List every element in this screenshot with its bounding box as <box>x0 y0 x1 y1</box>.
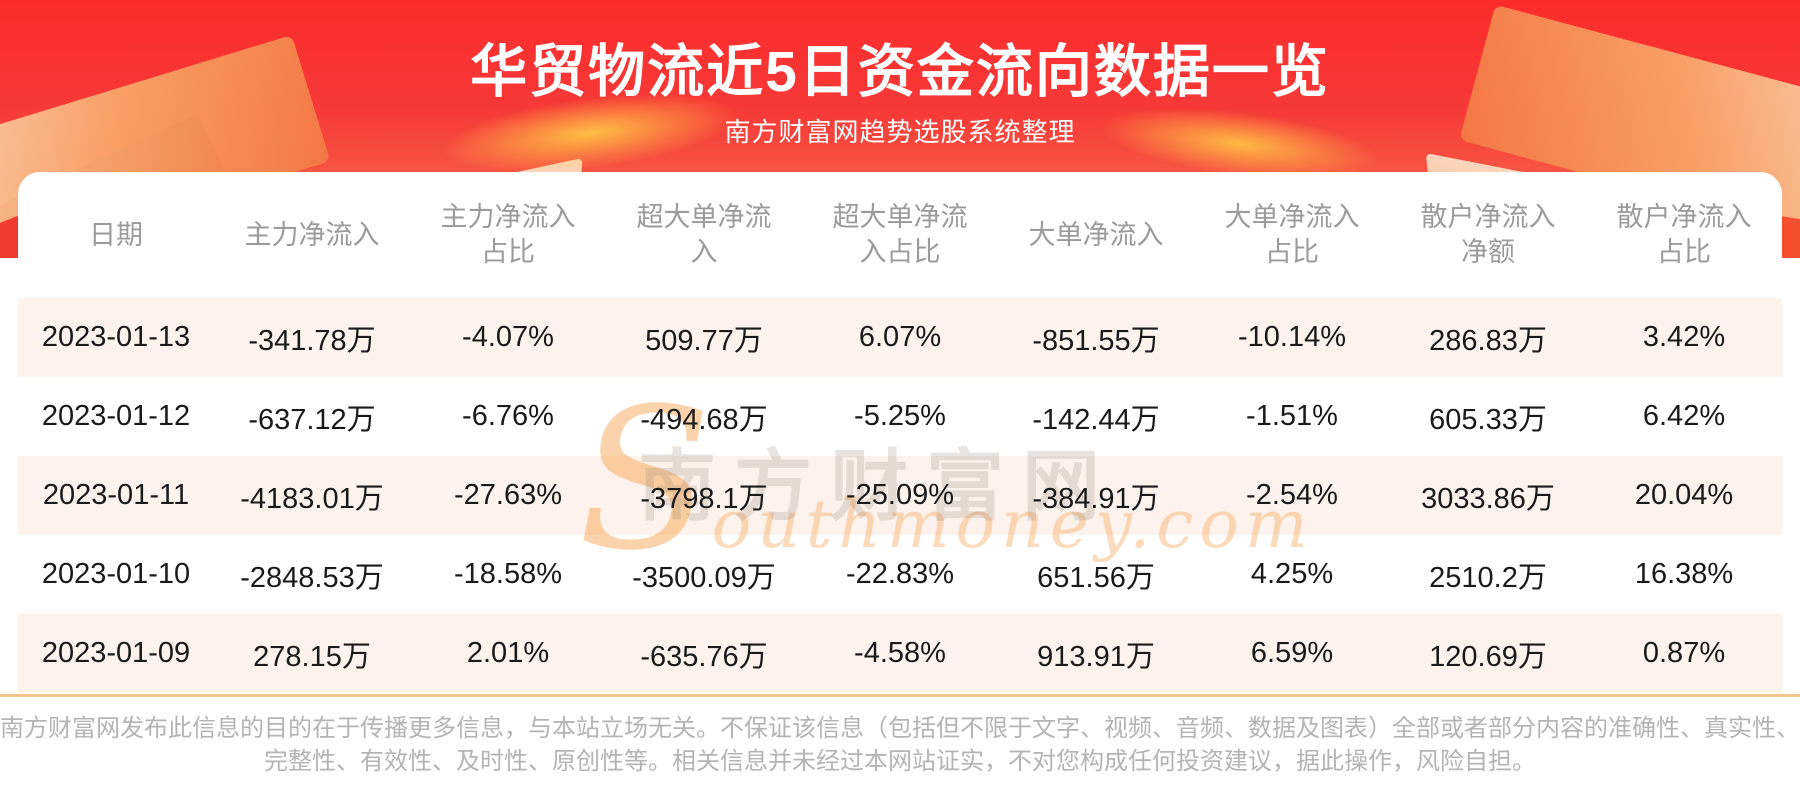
column-header-xl-order-net-inflow-pct: 超大单净流 入占比 <box>832 202 968 267</box>
column-header-large-order-net-inflow-pct: 大单净流入 占比 <box>1224 202 1360 267</box>
table-cell: -27.63% <box>453 479 562 511</box>
table-cell: 2023-01-11 <box>42 479 190 511</box>
table-cell: -6.76% <box>462 400 554 432</box>
table-cell: 6.59% <box>1250 637 1334 669</box>
table-cell: -851.55万 <box>1032 324 1160 357</box>
table-cell: 20.04% <box>1634 479 1734 511</box>
column-header-date: 日期 <box>89 219 143 250</box>
table-cell: 2.01% <box>466 637 550 669</box>
table-cell: 2510.2万 <box>1429 561 1547 594</box>
table-cell: 3.42% <box>1642 321 1726 353</box>
table-cell: -4.58% <box>854 637 946 669</box>
disclaimer-line-2: 完整性、有效性、及时性、原创性等。相关信息并未经过本网站证实，不对您构成任何投资… <box>264 748 1536 775</box>
table-cell: -635.76万 <box>640 640 768 673</box>
table-cell: -142.44万 <box>1032 403 1160 436</box>
footer-divider <box>0 694 1800 697</box>
table-cell: -3798.1万 <box>640 482 768 515</box>
column-header-large-order-net-inflow: 大单净流入 <box>1028 219 1164 250</box>
table-cell: -2.54% <box>1246 479 1338 511</box>
table-cell: 2023-01-12 <box>41 400 191 432</box>
table-cell: -384.91万 <box>1032 482 1160 515</box>
table-cell: -1.51% <box>1246 400 1338 432</box>
table-cell: -637.12万 <box>248 403 376 436</box>
table-row: 2023-01-10 -2848.53万 -18.58% -3500.09万 -… <box>18 535 1782 614</box>
disclaimer-line-1: 南方财富网发布此信息的目的在于传播更多信息，与本站立场无关。不保证该信息（包括但… <box>0 715 1800 742</box>
page-title: 华贸物流近5日资金流向数据一览 <box>470 40 1330 104</box>
table-cell: 651.56万 <box>1037 561 1155 594</box>
column-header-main-net-inflow: 主力净流入 <box>244 219 380 250</box>
table-cell: 120.69万 <box>1429 640 1547 673</box>
table-cell: 605.33万 <box>1429 403 1547 436</box>
column-header-main-net-inflow-pct: 主力净流入 占比 <box>440 202 576 267</box>
table-cell: -5.25% <box>854 400 946 432</box>
table-cell: -4183.01万 <box>240 482 384 515</box>
table-cell: 6.07% <box>858 321 942 353</box>
table-cell: 6.42% <box>1642 400 1726 432</box>
table-cell: -3500.09万 <box>632 561 776 594</box>
table-cell: -4.07% <box>462 321 554 353</box>
table-cell: -494.68万 <box>640 403 768 436</box>
table-cell: 16.38% <box>1634 558 1734 590</box>
page-subtitle: 南方财富网趋势选股系统整理 <box>724 117 1076 147</box>
table-cell: 509.77万 <box>645 324 763 357</box>
table-cell: 286.83万 <box>1429 324 1547 357</box>
table-header-row: 日期 主力净流入 主力净流入 占比 超大单净流 入 超大单净流 入占比 大单净流… <box>18 172 1782 298</box>
column-header-retail-net-inflow-pct: 散户净流入 占比 <box>1616 202 1752 267</box>
table-cell: -25.09% <box>845 479 954 511</box>
table-cell: -18.58% <box>453 558 562 590</box>
table-row: 2023-01-09 278.15万 2.01% -635.76万 -4.58%… <box>18 614 1782 693</box>
table-row: 2023-01-13 -341.78万 -4.07% 509.77万 6.07%… <box>18 298 1782 377</box>
table-cell: 2023-01-13 <box>41 321 191 353</box>
table-cell: -10.14% <box>1237 321 1346 353</box>
table-cell: 278.15万 <box>253 640 371 673</box>
table-cell: -2848.53万 <box>240 561 384 594</box>
table-cell: 3033.86万 <box>1421 482 1555 515</box>
disclaimer: 南方财富网发布此信息的目的在于传播更多信息，与本站立场无关。不保证该信息（包括但… <box>0 712 1800 778</box>
table-cell: 913.91万 <box>1037 640 1155 673</box>
table-cell: 0.87% <box>1642 637 1726 669</box>
table-cell: -22.83% <box>845 558 954 590</box>
column-header-xl-order-net-inflow: 超大单净流 入 <box>636 202 772 267</box>
column-header-retail-net-inflow: 散户净流入 净额 <box>1420 202 1556 267</box>
table-row: 2023-01-12 -637.12万 -6.76% -494.68万 -5.2… <box>18 377 1782 456</box>
table-cell: 4.25% <box>1250 558 1334 590</box>
table-cell: 2023-01-10 <box>41 558 191 590</box>
table-row: 2023-01-11 -4183.01万 -27.63% -3798.1万 -2… <box>18 456 1782 535</box>
table-cell: -341.78万 <box>248 324 376 357</box>
table-cell: 2023-01-09 <box>41 637 191 669</box>
